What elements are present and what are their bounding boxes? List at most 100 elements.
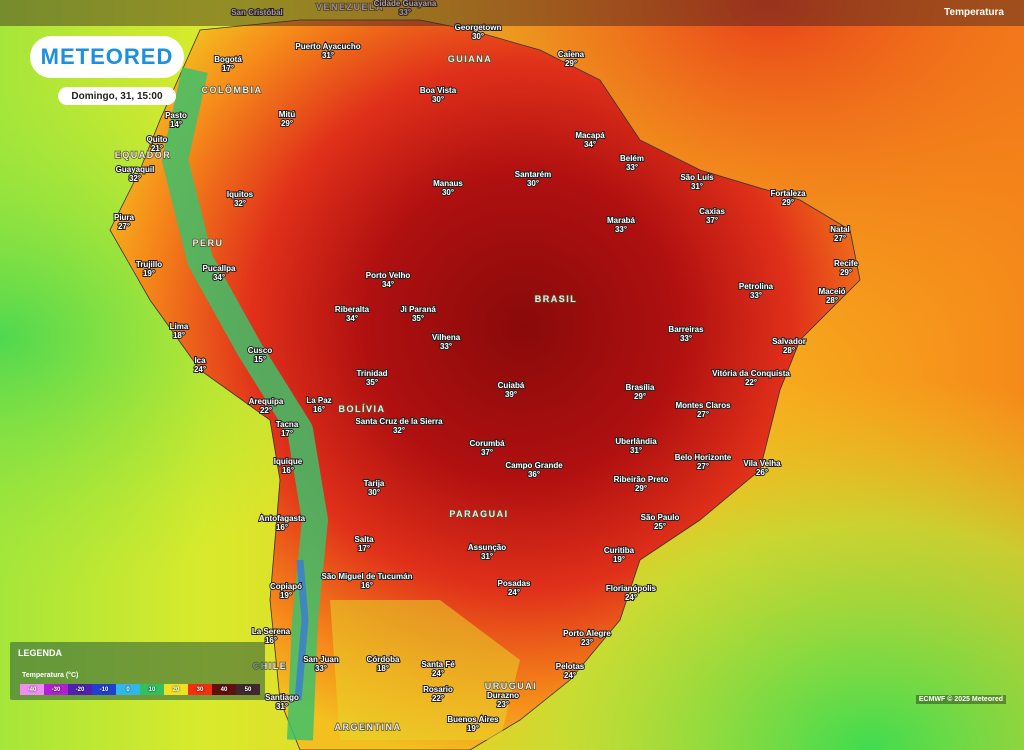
city-temp: 22° — [745, 378, 757, 387]
city-temp: 27° — [697, 462, 709, 471]
city-temp: 27° — [697, 410, 709, 419]
city-temp: 34° — [346, 314, 358, 323]
city-temp: 34° — [382, 280, 394, 289]
city-name: Maceió — [818, 287, 845, 296]
city-temp: 16° — [361, 581, 373, 590]
city-name: Manaus — [433, 179, 463, 188]
legend-tick: -10 — [92, 684, 116, 695]
city-name: Belo Horizonte — [675, 453, 732, 462]
country-label: PARAGUAI — [449, 509, 508, 519]
logo[interactable]: METEORED — [30, 36, 184, 78]
city-name: Durazno — [487, 691, 519, 700]
city-name: Santa Fé — [421, 660, 455, 669]
city-temp: 31° — [276, 702, 288, 711]
city-name: Trinidad — [356, 369, 387, 378]
city-temp: 16° — [265, 636, 277, 645]
city-temp: 33° — [615, 225, 627, 234]
city-name: Cusco — [248, 346, 273, 355]
city-temp: 30° — [368, 488, 380, 497]
city[interactable]: San Cristóbal — [230, 7, 284, 18]
city-temp: 23° — [497, 700, 509, 709]
city-temp: 14° — [170, 120, 182, 129]
city-name: Riberalta — [335, 305, 370, 314]
layer-label[interactable]: Temperatura — [944, 7, 1004, 18]
city-temp: 19° — [467, 724, 479, 733]
city-temp: 39° — [505, 390, 517, 399]
country-label: URUGUAI — [485, 681, 538, 691]
city-temp: 30° — [472, 32, 484, 41]
